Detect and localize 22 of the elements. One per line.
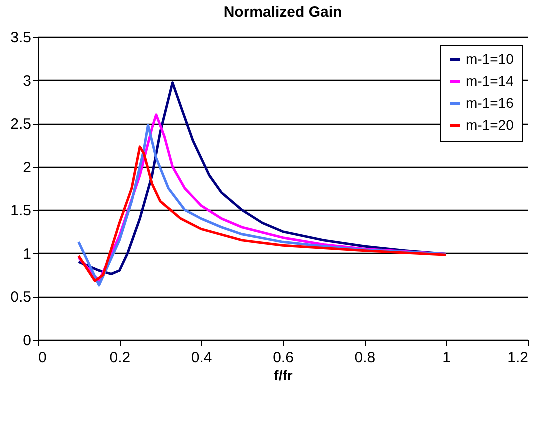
x-tick-label: 1.2	[508, 350, 528, 366]
x-tick-label: 0.4	[191, 350, 212, 366]
x-tick-label: 1	[442, 350, 452, 366]
y-tick-label: 0	[23, 332, 32, 350]
y-tick-label: 2.5	[10, 116, 32, 134]
legend-label: m-1=14	[466, 73, 514, 89]
legend-label: m-1=16	[466, 95, 514, 111]
chart-title: Normalized Gain	[224, 4, 342, 21]
y-tick-label: 0.5	[10, 289, 32, 306]
x-tick-label: 0.8	[354, 350, 376, 366]
x-tick-label: 0.2	[110, 350, 131, 366]
y-tick-label: 2	[23, 159, 32, 176]
y-tick-label: 3	[23, 72, 32, 90]
x-axis-title: f/fr	[274, 368, 294, 384]
line-series	[78, 146, 448, 282]
x-tick-label: 0	[38, 350, 47, 366]
x-tick-label: 0.6	[273, 350, 294, 366]
y-tick-label: 1.5	[10, 202, 32, 220]
legend-label: m-1=20	[466, 117, 514, 133]
legend-label: m-1=10	[466, 51, 514, 67]
y-tick-label: 1	[23, 246, 32, 263]
y-tick-label: 3.5	[10, 30, 32, 46]
